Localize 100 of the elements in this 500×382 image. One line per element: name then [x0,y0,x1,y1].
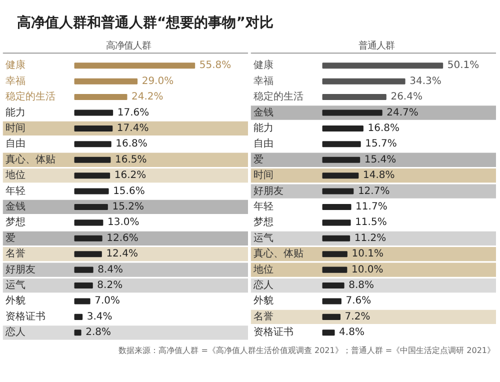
y-tick-label: 梦想 [5,216,26,228]
bar [74,235,102,242]
source-note: 数据来源：高净值人群 =《高净值人群生活价值观调查 2021》；普通人群 =《中国生活定点调研 2021》 [118,345,495,356]
data-label: 29.0% [142,76,174,87]
data-label: 16.8% [116,138,148,150]
y-tick-label: 真心、体贴 [5,153,56,166]
data-label: 14.8% [362,170,395,182]
bar [74,282,93,289]
bar [322,314,340,320]
data-label: 50.1% [447,60,480,72]
bar [74,141,112,148]
data-label: 16.5% [115,154,147,166]
y-tick-label: 好朋友 [253,186,284,197]
bar [322,330,335,336]
data-label: 11.5% [355,217,387,228]
bar [322,62,444,69]
data-label: 15.4% [364,154,396,166]
bar [322,94,386,100]
bar [322,110,382,116]
y-tick-label: 好朋友 [5,264,36,276]
y-tick-label: 金钱 [253,106,274,118]
y-tick-label: 自由 [253,138,274,150]
bar [74,110,114,116]
data-label: 16.8% [368,122,400,134]
bar [322,188,354,194]
data-label: 4.8% [339,327,364,338]
chart-subtitle: 普通人群 [358,40,395,52]
bar [74,298,90,304]
y-tick-label: 时间 [253,169,274,182]
data-label: 3.4% [86,311,112,322]
y-tick-label: 名誉 [253,310,274,322]
bar [74,314,83,320]
bar [74,220,104,226]
data-label: 2.8% [86,327,111,338]
bar [322,220,351,226]
data-label: 11.7% [356,201,388,212]
data-label: 8.8% [348,280,374,292]
y-tick-label: 年轻 [253,200,274,212]
y-tick-label: 梦想 [253,216,274,228]
y-tick-label: 能力 [253,122,274,134]
data-label: 12.4% [106,248,138,260]
y-tick-label: 稳定的生活 [5,90,56,103]
y-tick-label: 地位 [4,169,26,182]
data-label: 13.0% [107,217,140,228]
data-label: 16.2% [114,170,146,182]
data-label: 11.2% [354,232,386,244]
y-tick-label: 爱 [253,153,264,166]
bar [74,62,196,69]
y-tick-label: 稳定的生活 [253,90,304,103]
data-label: 15.2% [112,201,144,212]
y-tick-label: 恋人 [4,326,26,338]
bar [322,251,348,258]
data-label: 17.4% [116,122,149,134]
y-tick-label: 金钱 [5,200,26,212]
data-label: 8.2% [97,280,123,292]
bar [74,204,108,210]
bar [322,125,364,132]
data-label: 55.8% [199,60,232,72]
y-tick-label: 资格证书 [253,326,294,338]
data-label: 7.0% [94,296,120,307]
bar [74,78,138,84]
data-label: 12.7% [358,186,390,197]
bar [74,330,82,336]
data-label: 24.2% [132,92,164,103]
data-label: 17.6% [117,107,150,118]
y-tick-label: 资格证书 [5,310,46,322]
y-tick-label: 年轻 [5,184,26,197]
chart-title: 高净值人群和普通人群“想要的事物”对比 [17,14,274,33]
bar [74,251,102,258]
y-tick-label: 幸福 [253,74,274,87]
y-tick-label: 健康 [253,59,274,72]
bar [74,156,111,163]
bar [322,156,360,163]
bar [322,235,350,242]
y-tick-label: 幸福 [5,74,26,87]
bar [322,282,344,289]
bar [74,94,128,100]
bar [322,78,406,84]
y-tick-label: 时间 [5,122,26,134]
y-tick-label: 外貌 [253,294,274,307]
y-tick-label: 健康 [5,59,26,72]
data-label: 15.7% [365,138,397,150]
chart-subtitle: 高净值人群 [106,40,152,52]
y-tick-label: 运气 [5,279,26,292]
bar [322,172,359,179]
y-tick-label: 地位 [252,263,274,276]
y-tick-label: 真心、体贴 [253,248,304,260]
data-label: 34.3% [410,76,442,87]
y-tick-label: 恋人 [252,279,274,292]
bar [74,125,113,132]
data-label: 7.2% [344,311,370,322]
data-label: 12.6% [106,232,138,244]
y-tick-label: 爱 [5,232,16,244]
data-label: 8.4% [98,264,124,276]
data-label: 24.7% [386,107,418,118]
y-tick-label: 名誉 [5,248,26,260]
data-label: 10.0% [351,264,384,276]
y-tick-label: 自由 [5,138,26,150]
bar [322,266,348,273]
y-tick-label: 外貌 [5,294,26,307]
